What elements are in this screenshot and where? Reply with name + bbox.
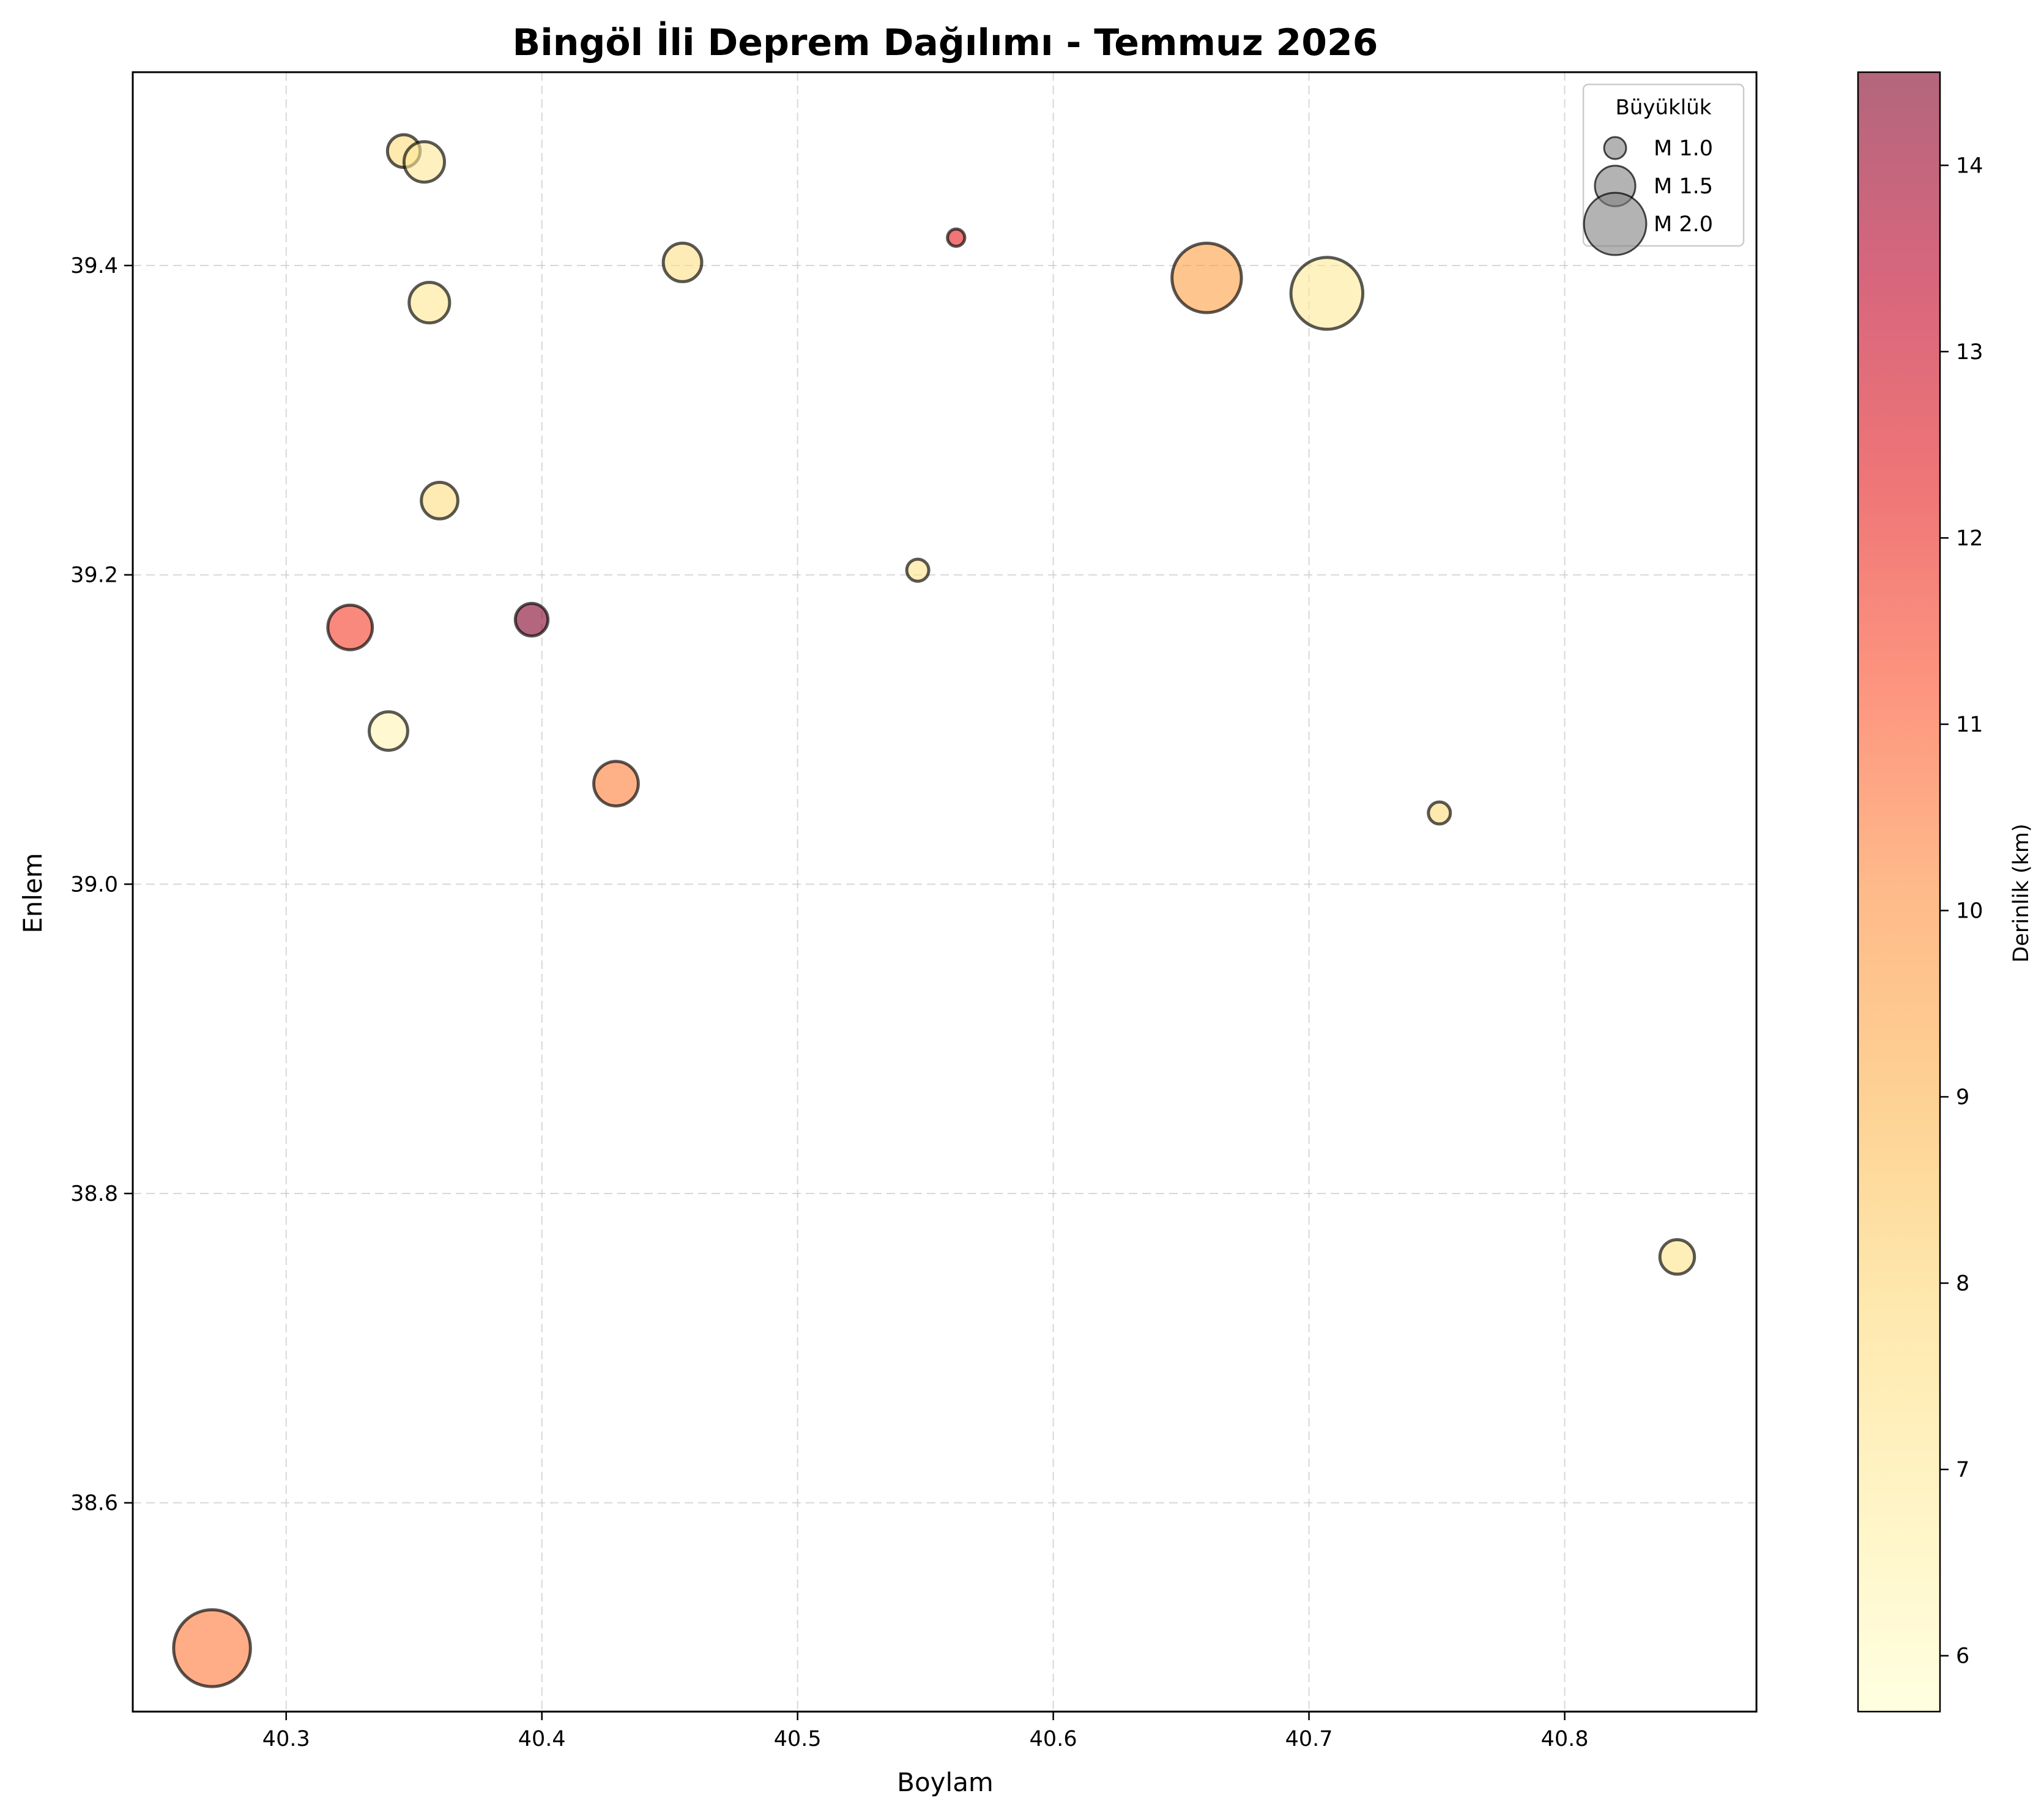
colorbar-tick-label: 12 [1956, 526, 1983, 551]
colorbar: 6 7 8 9 10 11 12 13 14 Derinlik (km) [1857, 71, 2034, 1713]
colorbar-gradient [1858, 72, 1940, 1712]
legend-entry-label: M 1.5 [1654, 174, 1713, 199]
colorbar-tick-label: 6 [1956, 1644, 1969, 1669]
earthquake-point [661, 242, 704, 283]
legend-entry-label: M 2.0 [1654, 212, 1713, 237]
earthquake-point [420, 481, 459, 521]
legend-marker [1603, 136, 1627, 160]
colorbar-tick-label: 14 [1956, 154, 1983, 178]
earthquake-point [1289, 256, 1365, 331]
earthquake-point [592, 760, 640, 807]
x-tick-label: 40.4 [518, 1727, 566, 1751]
earthquake-point [368, 710, 409, 752]
x-axis-label: Boylam [897, 1767, 994, 1797]
legend-title: Büyüklük [1616, 95, 1712, 120]
earthquake-point [905, 557, 931, 583]
x-tick-label: 40.3 [262, 1727, 310, 1751]
plot-area-frame [132, 71, 1758, 1713]
earthquake-point [513, 601, 550, 638]
earthquake-point [172, 1608, 252, 1688]
y-axis-ticks: 38.6 38.8 39.0 39.2 39.4 [70, 254, 133, 1516]
x-axis-ticks: 40.3 40.4 40.5 40.6 40.7 40.8 [262, 1712, 1589, 1751]
y-tick-label: 38.8 [70, 1182, 118, 1206]
x-tick-label: 40.8 [1541, 1727, 1589, 1751]
colorbar-tick-label: 10 [1956, 899, 1983, 923]
earthquake-point [1427, 800, 1452, 826]
y-axis-label: Enlem [18, 853, 48, 933]
x-tick-label: 40.7 [1285, 1727, 1333, 1751]
x-tick-label: 40.6 [1030, 1727, 1077, 1751]
colorbar-ticks: 6 7 8 9 10 11 12 13 14 [1940, 154, 1983, 1669]
y-tick-label: 39.2 [70, 563, 118, 588]
colorbar-tick-label: 13 [1956, 340, 1983, 365]
colorbar-frame [1857, 71, 1941, 1713]
earthquake-point [1170, 242, 1243, 314]
earthquake-point [402, 140, 447, 184]
chart-title: Bingöl İli Deprem Dağılımı - Temmuz 2026 [512, 20, 1378, 64]
data-points [172, 133, 1697, 1688]
colorbar-tick-label: 11 [1956, 713, 1983, 737]
earthquake-point [326, 603, 374, 651]
y-tick-label: 38.6 [70, 1491, 118, 1516]
legend-entries: M 1.0 M 1.5 M 2.0 [1583, 136, 1713, 256]
y-tick-label: 39.0 [70, 872, 118, 897]
size-legend: Büyüklük M 1.0 M 1.5 M 2.0 [1582, 83, 1745, 256]
earthquake-point [1658, 1238, 1697, 1276]
colorbar-tick-label: 7 [1956, 1458, 1969, 1482]
x-tick-label: 40.5 [774, 1727, 822, 1751]
grid [133, 72, 1756, 1712]
colorbar-label: Derinlik (km) [2009, 823, 2034, 962]
colorbar-tick-label: 8 [1956, 1272, 1969, 1296]
earthquake-point [407, 281, 452, 325]
legend-marker [1583, 191, 1648, 256]
colorbar-tick-label: 9 [1956, 1085, 1969, 1110]
earthquake-point [946, 227, 967, 248]
y-tick-label: 39.4 [70, 254, 118, 278]
legend-entry-label: M 1.0 [1654, 136, 1713, 161]
